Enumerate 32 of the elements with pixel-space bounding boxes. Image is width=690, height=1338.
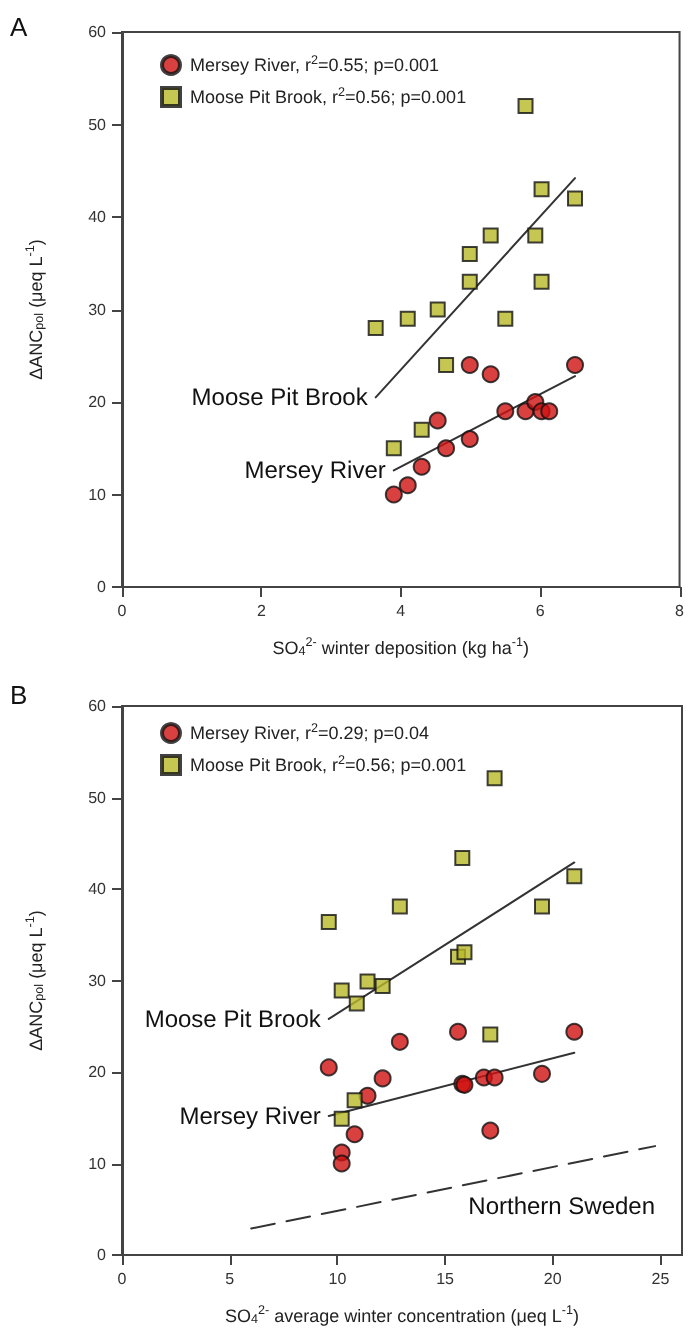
y-tick-label: 10 xyxy=(88,485,108,504)
chart-title: A xyxy=(10,12,28,42)
y-tick-label: 30 xyxy=(88,300,108,319)
x-tick-label: 0 xyxy=(117,1270,128,1288)
x-tick-label: 5 xyxy=(225,1270,236,1288)
x-tick-label: 15 xyxy=(436,1270,456,1288)
y-tick-label: 20 xyxy=(88,1063,108,1081)
y-tick-label: 60 xyxy=(88,23,108,41)
x-tick-label: 6 xyxy=(535,602,546,620)
y-tick-label: 50 xyxy=(88,788,108,807)
y-tick-label: 30 xyxy=(88,971,108,990)
y-tick-label: 40 xyxy=(88,208,108,226)
y-tick-label: 10 xyxy=(88,1154,108,1173)
annotation: Northern Sweden xyxy=(468,1192,656,1221)
y-tick-label: 60 xyxy=(88,697,108,715)
y-tick-label: 40 xyxy=(88,880,108,898)
annotation: Moose Pit Brook xyxy=(191,383,370,412)
y-tick-label: 0 xyxy=(97,1246,108,1264)
x-tick-label: 8 xyxy=(675,602,686,620)
x-tick-label: 0 xyxy=(117,602,128,620)
x-tick-label: 4 xyxy=(396,602,407,620)
annotation: Mersey River xyxy=(179,1101,321,1130)
y-tick-label: 0 xyxy=(97,578,108,596)
y-tick-label: 20 xyxy=(88,393,108,411)
x-tick-label: 10 xyxy=(328,1270,348,1288)
x-tick-label: 2 xyxy=(256,602,267,620)
x-tick-label: 20 xyxy=(543,1270,563,1288)
annotation: Moose Pit Brook xyxy=(144,1004,323,1033)
chart-title: B xyxy=(10,680,28,710)
y-tick-label: 50 xyxy=(88,115,108,134)
x-tick-label: 25 xyxy=(651,1270,671,1288)
annotation: Mersey River xyxy=(244,456,386,485)
